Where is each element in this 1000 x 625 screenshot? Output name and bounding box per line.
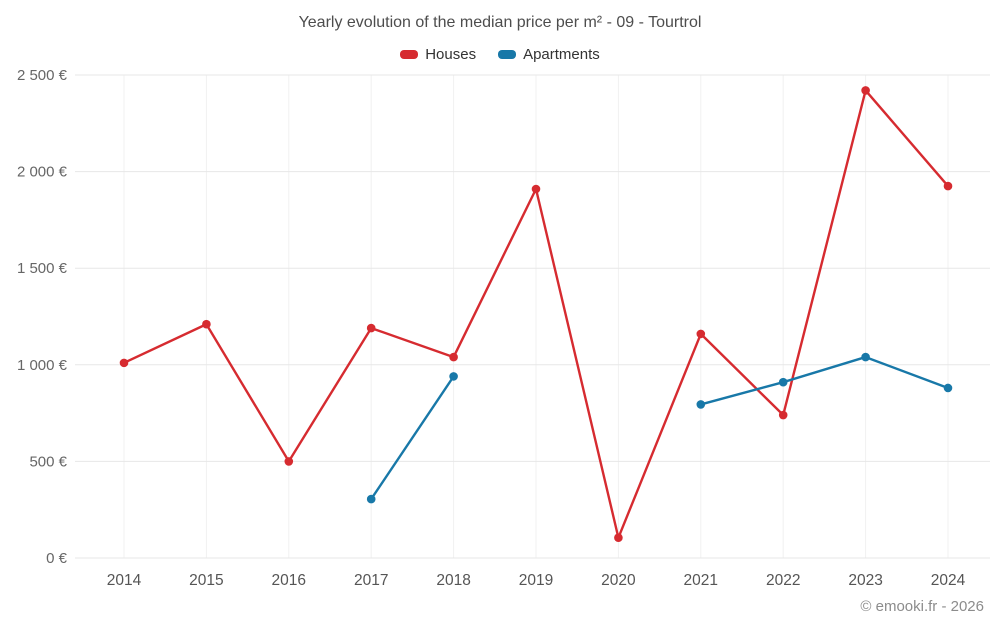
houses-point-2024[interactable] <box>943 181 953 191</box>
x-axis-label: 2017 <box>354 572 388 589</box>
houses-point-2015[interactable] <box>202 319 211 329</box>
houses-point-2016[interactable] <box>284 457 294 466</box>
credit-link[interactable]: © emooki.fr - 2026 <box>860 598 984 615</box>
x-axis-label: 2019 <box>519 572 553 589</box>
legend-item-apartments[interactable]: Apartments <box>498 46 600 63</box>
x-axis-label: 2021 <box>684 572 718 589</box>
apartments-line <box>370 375 455 501</box>
houses-point-2019[interactable] <box>531 184 541 194</box>
apartments-line <box>699 355 950 406</box>
x-axis-label: 2014 <box>107 572 142 589</box>
houses-point-2018[interactable] <box>449 352 458 362</box>
x-axis-label: 2018 <box>436 572 470 589</box>
x-axis-label: 2020 <box>601 572 636 589</box>
apartments-series <box>366 352 953 504</box>
y-axis-label: 500 € <box>29 453 67 470</box>
houses-point-2014[interactable] <box>119 358 129 368</box>
houses-point-2021[interactable] <box>696 329 706 339</box>
houses-point-2022[interactable] <box>778 410 788 420</box>
y-axis-label: 1 000 € <box>17 357 68 374</box>
apartments-point-2023[interactable] <box>861 352 870 362</box>
chart-title: Yearly evolution of the median price per… <box>298 14 702 31</box>
apartments-swatch-icon <box>498 50 517 59</box>
x-axis-label: 2024 <box>931 572 966 589</box>
houses-swatch-icon <box>400 50 419 59</box>
legend-label-houses: Houses <box>425 46 477 63</box>
y-axis-label: 2 500 € <box>17 67 68 84</box>
legend: Houses Apartments <box>0 46 1000 63</box>
houses-series <box>119 86 953 543</box>
x-axis-label: 2015 <box>189 572 223 589</box>
legend-label-apartments: Apartments <box>523 46 600 63</box>
apartments-point-2022[interactable] <box>778 377 788 387</box>
houses-point-2023[interactable] <box>861 86 870 95</box>
apartments-point-2024[interactable] <box>943 383 953 393</box>
x-axis-label: 2023 <box>848 572 882 589</box>
houses-point-2020[interactable] <box>614 533 623 543</box>
y-axis-label: 2 000 € <box>17 164 68 181</box>
apartments-point-2021[interactable] <box>696 400 706 409</box>
apartments-point-2017[interactable] <box>366 494 376 504</box>
x-axis-label: 2016 <box>272 572 306 589</box>
houses-point-2017[interactable] <box>366 323 376 333</box>
apartments-point-2018[interactable] <box>449 372 458 381</box>
y-axis-label: 1 500 € <box>17 260 68 277</box>
x-axis-label: 2022 <box>766 572 800 589</box>
y-axis-label: 0 € <box>46 550 68 567</box>
legend-item-houses[interactable]: Houses <box>400 46 476 63</box>
